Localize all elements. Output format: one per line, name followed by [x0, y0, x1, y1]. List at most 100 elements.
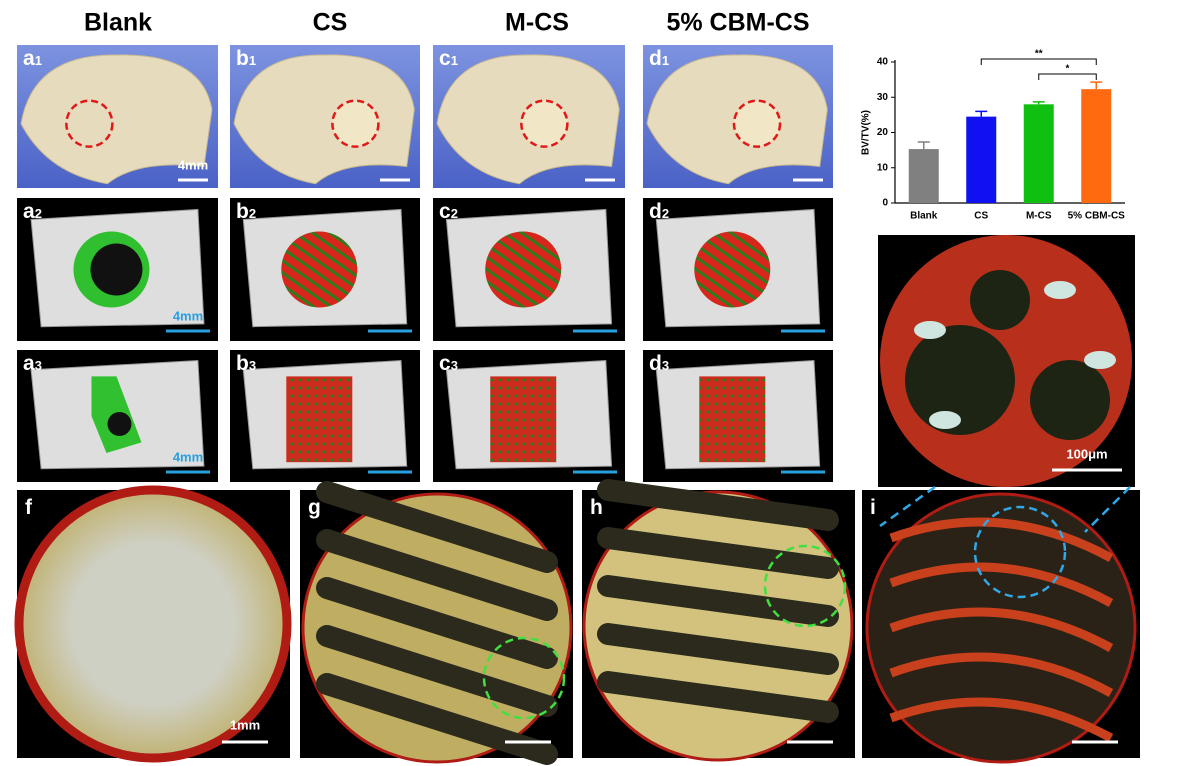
panel-index: 1 — [662, 53, 669, 68]
panel-index: 1 — [451, 53, 458, 68]
defect-ring — [520, 99, 569, 148]
panel-label: d3 — [649, 352, 669, 375]
bone-island — [929, 411, 961, 429]
condyle — [233, 54, 415, 185]
bone-trabecula — [889, 517, 1114, 562]
panel-label: b2 — [236, 200, 256, 223]
panel-letter: a — [23, 47, 35, 70]
error-bar — [975, 110, 988, 117]
bone-island — [1084, 351, 1116, 369]
y-axis-label: BV/TV(%) — [861, 110, 872, 155]
panel-letter: b — [236, 200, 249, 223]
panel-letter: i — [870, 496, 876, 519]
x-tick-label: M-CS — [1026, 211, 1052, 222]
scaffold — [699, 376, 766, 463]
scaffold-strut — [316, 529, 558, 621]
panel-index: 3 — [451, 358, 458, 373]
panel-letter: c — [439, 200, 451, 223]
panel-label: j — [857, 234, 864, 257]
roi-ring — [973, 505, 1067, 599]
scale-label: 4mm — [173, 308, 203, 323]
panel-index: 3 — [662, 358, 669, 373]
panel-label: b1 — [236, 47, 256, 70]
panel-label: c3 — [439, 352, 458, 375]
panel-letter: c — [439, 352, 451, 375]
significance-label: * — [1066, 64, 1070, 75]
panel-label: c2 — [439, 200, 458, 223]
bone-island — [1044, 281, 1076, 299]
panel-label: a3 — [23, 352, 42, 375]
panel-letter: j — [857, 234, 864, 257]
scaffold-region — [1030, 360, 1110, 440]
scaffold-strut — [597, 527, 839, 579]
panel-label: f — [25, 496, 33, 519]
panel-label: d2 — [649, 200, 669, 223]
significance-bracket — [1038, 73, 1097, 80]
scale-label: 4mm — [178, 157, 208, 172]
scaffold-region — [905, 325, 1015, 435]
scaffold-strut — [316, 625, 558, 717]
scale-label: 4mm — [173, 449, 203, 464]
panel-label: h — [590, 496, 603, 519]
defect-ring — [732, 99, 782, 148]
y-tick-label: 20 — [877, 127, 889, 138]
panel-label: i — [870, 496, 876, 519]
y-tick-label: 10 — [877, 162, 889, 173]
panel-letter: b — [236, 47, 249, 70]
panel-letter: a — [23, 200, 35, 223]
scale-label: 1mm — [230, 717, 260, 732]
error-bar — [1032, 101, 1045, 105]
roi-ring — [763, 544, 847, 628]
panel-label: c1 — [439, 47, 458, 70]
panel-index: 2 — [451, 206, 458, 221]
significance-label: ** — [1035, 49, 1043, 60]
scaffold-strut — [597, 671, 839, 723]
bar — [1023, 104, 1054, 203]
panel-letter: d — [649, 200, 662, 223]
bar — [908, 149, 939, 203]
scaffold-strut — [316, 481, 558, 573]
section — [865, 492, 1137, 764]
panel-index: 3 — [35, 358, 42, 373]
chart-panel-label: e — [850, 34, 862, 57]
defect-ring — [65, 99, 114, 148]
zoom-link — [1084, 486, 1131, 533]
scaffold — [281, 231, 358, 308]
x-tick-label: Blank — [910, 211, 938, 222]
column-header: CS — [313, 9, 348, 37]
scaffold-strut — [316, 577, 558, 669]
defect-ring — [331, 99, 380, 148]
error-bar — [917, 141, 930, 150]
panel-label: a1 — [23, 47, 42, 70]
panel-label: a2 — [23, 200, 42, 223]
column-header: M-CS — [505, 9, 569, 37]
panel-letter: a — [23, 352, 35, 375]
panel-index: 2 — [249, 206, 256, 221]
y-tick-label: 0 — [882, 198, 888, 209]
panel-letter: c — [439, 47, 451, 70]
x-tick-label: CS — [974, 211, 988, 222]
bar — [966, 116, 997, 203]
void — [90, 243, 143, 296]
panel-label: g — [308, 496, 321, 519]
scaffold — [286, 376, 353, 463]
scale-label: 100μm — [1066, 446, 1107, 461]
panel-label: d1 — [649, 47, 669, 70]
error-bar — [1090, 81, 1103, 90]
panel-label: b3 — [236, 352, 256, 375]
scaffold — [694, 231, 771, 308]
bone-island — [914, 321, 946, 339]
void — [107, 412, 132, 436]
panel-letter: d — [649, 47, 662, 70]
bone-trabecula — [889, 697, 1114, 742]
roi-ring — [482, 636, 566, 720]
panel-index: 2 — [35, 206, 42, 221]
zoom-link — [879, 485, 936, 528]
x-tick-label: 5% CBM-CS — [1068, 211, 1126, 222]
bone-trabecula — [889, 607, 1114, 652]
panel-letter: f — [25, 496, 33, 519]
scaffold — [490, 376, 557, 463]
panel-index: 1 — [249, 53, 256, 68]
panel-index: 1 — [35, 53, 42, 68]
